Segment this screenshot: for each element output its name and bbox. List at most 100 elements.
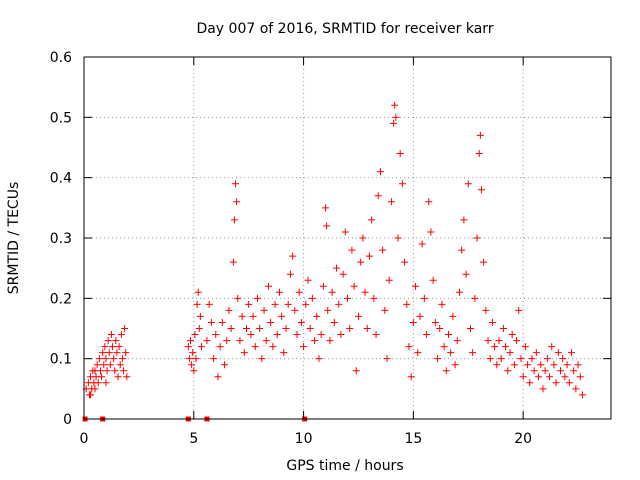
data-point bbox=[445, 331, 453, 339]
data-point bbox=[484, 337, 492, 345]
data-point bbox=[115, 343, 123, 351]
data-point bbox=[335, 300, 343, 308]
data-point bbox=[117, 331, 125, 339]
data-point bbox=[203, 337, 211, 345]
data-point bbox=[391, 101, 399, 109]
data-point bbox=[550, 361, 558, 369]
data-point bbox=[102, 355, 110, 363]
data-points bbox=[82, 101, 586, 399]
tick-labels: 0 0.1 0.2 0.3 0.4 0.5 0.6 0 5 10 15 20 bbox=[50, 50, 532, 447]
data-point bbox=[440, 343, 448, 351]
data-point bbox=[409, 318, 417, 326]
data-point bbox=[405, 343, 413, 351]
data-point bbox=[95, 355, 103, 363]
data-point bbox=[475, 150, 483, 158]
data-point bbox=[225, 306, 233, 314]
data-point bbox=[370, 294, 378, 302]
data-point bbox=[372, 331, 380, 339]
data-point bbox=[100, 361, 108, 369]
data-point bbox=[216, 343, 224, 351]
data-point bbox=[190, 367, 198, 375]
data-point bbox=[429, 276, 437, 284]
data-point bbox=[120, 367, 128, 375]
data-point bbox=[275, 288, 283, 296]
data-point bbox=[493, 361, 501, 369]
data-point bbox=[374, 192, 382, 200]
data-point bbox=[194, 288, 202, 296]
data-point bbox=[189, 349, 197, 357]
data-point bbox=[548, 343, 556, 351]
data-point bbox=[262, 337, 270, 345]
data-point bbox=[304, 276, 312, 284]
data-point bbox=[98, 373, 106, 381]
data-point bbox=[337, 331, 345, 339]
data-point bbox=[552, 379, 560, 387]
data-point bbox=[122, 349, 130, 357]
data-point bbox=[102, 379, 110, 387]
data-point bbox=[357, 258, 365, 266]
data-point bbox=[390, 119, 398, 127]
chart-title: Day 007 of 2016, SRMTID for receiver kar… bbox=[196, 21, 493, 37]
data-point bbox=[297, 318, 305, 326]
data-point bbox=[253, 294, 261, 302]
y-tick-label: 0.5 bbox=[50, 110, 72, 126]
data-point bbox=[436, 325, 444, 332]
data-point bbox=[193, 300, 201, 308]
data-point bbox=[451, 361, 459, 369]
data-point bbox=[232, 180, 240, 188]
data-point bbox=[482, 306, 490, 314]
data-point bbox=[502, 343, 510, 351]
data-point bbox=[282, 325, 290, 332]
data-point bbox=[476, 131, 484, 139]
data-point bbox=[302, 300, 310, 308]
data-point bbox=[477, 186, 485, 194]
data-point bbox=[392, 113, 400, 121]
data-point bbox=[532, 349, 540, 357]
data-point bbox=[223, 337, 231, 345]
data-point bbox=[539, 385, 547, 393]
x-axis-label: GPS time / hours bbox=[286, 458, 403, 474]
data-point bbox=[240, 349, 248, 357]
data-point bbox=[289, 252, 297, 260]
data-point bbox=[398, 180, 406, 188]
data-point bbox=[221, 361, 229, 369]
data-point bbox=[236, 337, 244, 345]
data-point bbox=[105, 349, 113, 357]
data-point bbox=[260, 306, 268, 314]
y-tick-label: 0.2 bbox=[50, 291, 72, 307]
data-point bbox=[205, 300, 213, 308]
data-point bbox=[524, 361, 532, 369]
data-point bbox=[295, 288, 303, 296]
y-tick-label: 0.3 bbox=[50, 231, 72, 247]
data-point bbox=[361, 288, 369, 296]
data-point bbox=[101, 343, 109, 351]
data-point bbox=[269, 343, 277, 351]
data-point bbox=[526, 379, 534, 387]
data-point bbox=[412, 282, 420, 290]
data-point bbox=[196, 312, 204, 320]
data-point bbox=[271, 300, 279, 308]
data-point bbox=[425, 198, 433, 206]
data-point bbox=[242, 325, 250, 332]
data-point bbox=[319, 282, 327, 290]
data-point bbox=[376, 168, 384, 176]
data-point bbox=[352, 367, 360, 375]
data-point bbox=[328, 288, 336, 296]
data-point bbox=[118, 355, 126, 363]
data-point bbox=[368, 216, 376, 224]
data-point bbox=[112, 337, 120, 345]
data-point bbox=[93, 361, 101, 369]
data-point bbox=[471, 294, 479, 302]
data-point bbox=[229, 258, 237, 266]
data-point bbox=[464, 180, 472, 188]
data-point bbox=[306, 325, 314, 332]
data-point bbox=[238, 312, 246, 320]
data-point bbox=[107, 331, 115, 339]
y-tick-label: 0.4 bbox=[50, 171, 72, 187]
data-point bbox=[462, 270, 470, 278]
data-point bbox=[535, 373, 543, 381]
data-point bbox=[184, 343, 192, 351]
data-point bbox=[473, 234, 481, 242]
data-point bbox=[258, 355, 266, 363]
data-point bbox=[251, 343, 259, 351]
